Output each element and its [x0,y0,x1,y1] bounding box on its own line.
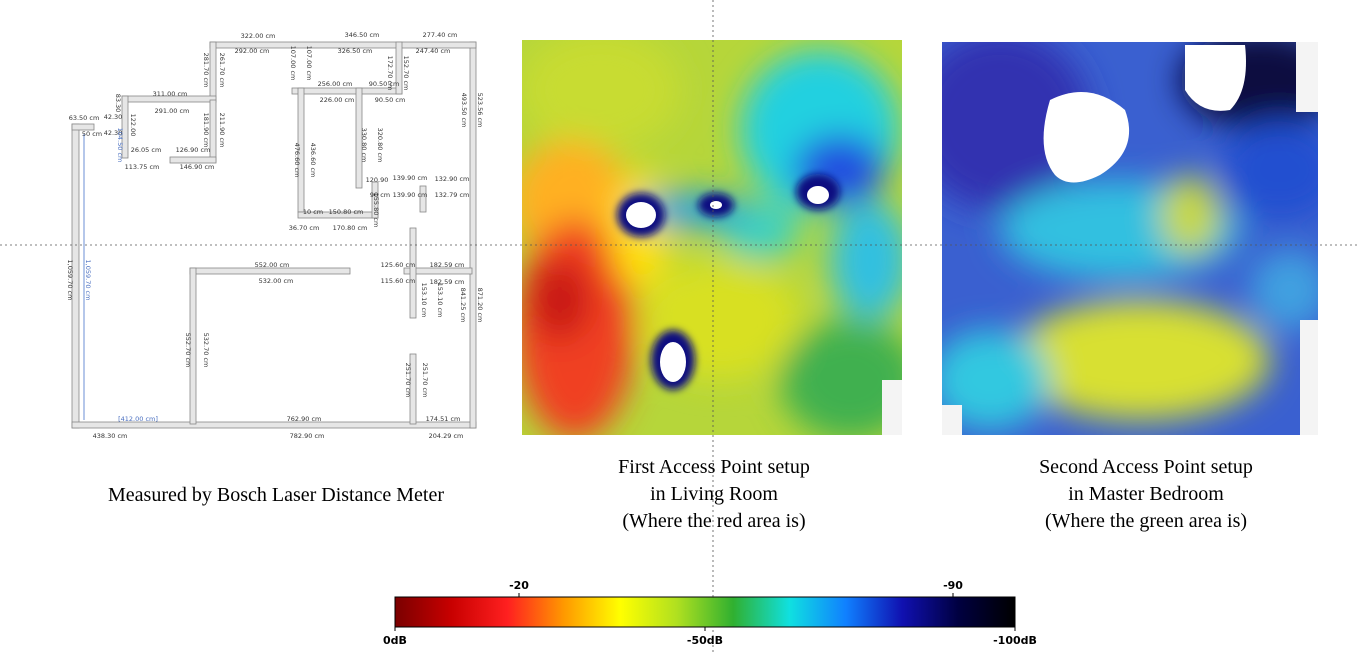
caption-line: Second Access Point setup [1039,456,1253,478]
dimension-label: 292.00 cm [235,47,270,55]
dimension-label: 113.75 cm [125,163,160,171]
dimension-label: 226.00 cm [320,96,355,104]
dimension-label: 326.50 cm [338,47,373,55]
dimension-label: 552.00 cm [255,261,290,269]
dimension-label: 1,059.70 cm [84,260,92,301]
dimension-label: [412.00 cm] [118,415,158,423]
dimension-label: 50 cm [82,130,102,138]
dimension-label: 90.50 cm [369,80,400,88]
dimension-label: 26.05 cm [131,146,162,154]
dimension-label: 552.70 cm [184,333,192,368]
floor-plan: 322.00 cm 346.50 cm 277.40 cm 292.00 cm 326.… [66,31,484,440]
dimension-label: 871.20 cm [476,288,484,323]
dimension-label: 261.70 cm [218,53,226,88]
dimension-label: 281.70 cm [202,53,210,88]
caption-line: in Master Bedroom [1068,483,1224,505]
dimension-label: 104.50 cm [116,128,124,163]
dimension-label: 493.50 cm [460,93,468,128]
dimension-label: 1,059.70 cm [66,260,74,301]
dimension-label: 107.00 cm [289,46,297,81]
tick-label: -100dB [993,634,1037,647]
dimension-label: 532.00 cm [259,277,294,285]
dimension-label: 83.30 [114,94,122,113]
dimension-label: 152.70 cm [402,56,410,91]
dimension-label: 322.00 cm [241,32,276,40]
dimension-label: 132.79 cm [435,191,470,199]
dimension-label: 346.50 cm [345,31,380,39]
dimension-label: 841.25 cm [459,288,467,323]
dimension-label: 172.70 cm [386,56,394,91]
dimension-label: 277.40 cm [423,31,458,39]
dimension-label: 107.00 cm [305,46,313,81]
dimension-label: 10 cm [303,208,323,216]
dimension-label: 150.80 cm [329,208,364,216]
dimension-label: 320.80 cm [376,128,384,163]
caption-line: First Access Point setup [618,456,810,478]
dimension-label: 211.90 cm [218,113,226,148]
dimension-label: 42.30 [104,129,123,137]
dimension-label: 311.00 cm [153,90,188,98]
dimension-label: 125.60 cm [381,261,416,269]
dimension-label: 181.90 cm [202,113,210,148]
heatmap-master-bedroom [942,42,1318,435]
dimension-label: 438.30 cm [93,432,128,440]
dimension-label: 139.90 cm [393,174,428,182]
dimension-label: 204.29 cm [429,432,464,440]
dimension-label: 36.70 cm [289,224,320,232]
dimension-label: 63.50 cm [69,114,100,122]
plan-caption: Measured by Bosch Laser Distance Meter [108,484,444,506]
dimension-label: 182.59 cm [430,278,465,286]
dimension-label: 115.60 cm [381,277,416,285]
tick-label: 0dB [383,634,407,647]
dimension-label: 170.80 cm [333,224,368,232]
dimension-label: 90.50 cm [375,96,406,104]
tick-label: -20 [509,579,529,592]
dimension-label: 146.90 cm [180,163,215,171]
dimension-label: 153.10 cm [436,283,444,318]
dimension-label: 182.59 cm [430,261,465,269]
dimension-label: 436.60 cm [309,143,317,178]
dimension-label: 532.70 cm [202,333,210,368]
colorbar [394,596,1016,628]
tick-label: -50dB [687,634,723,647]
dimension-label: 291.00 cm [155,107,190,115]
dimension-label: 762.90 cm [287,415,322,423]
dimension-label: 251.70 cm [421,363,429,398]
dimension-label: 122.00 [129,114,137,137]
caption-line: (Where the green area is) [1045,510,1247,532]
caption-line: in Living Room [650,483,778,505]
dimension-label: 523.56 cm [476,93,484,128]
dimension-label: 132.90 cm [435,175,470,183]
dimension-label: 251.70 cm [404,363,412,398]
dimension-label: 476.60 cm [293,143,301,178]
dimension-label: 139.90 cm [393,191,428,199]
dimension-label: 256.00 cm [318,80,353,88]
dimension-label: 153.10 cm [420,283,428,318]
dimension-label: 120.90 [366,176,389,184]
dimension-label: 247.40 cm [416,47,451,55]
caption-line: (Where the red area is) [622,510,805,532]
dimension-label: 782.90 cm [290,432,325,440]
dimension-label: 42.30 [104,113,123,121]
dimension-label: 330.80 cm [360,128,368,163]
dimension-label: 174.51 cm [426,415,461,423]
dimension-label: 126.90 cm [176,146,211,154]
tick-label: -90 [943,579,963,592]
dimension-label: 155.80 cm [372,193,380,228]
heatmap-living-room [522,40,902,435]
dimension-label: 90 cm [370,191,390,199]
